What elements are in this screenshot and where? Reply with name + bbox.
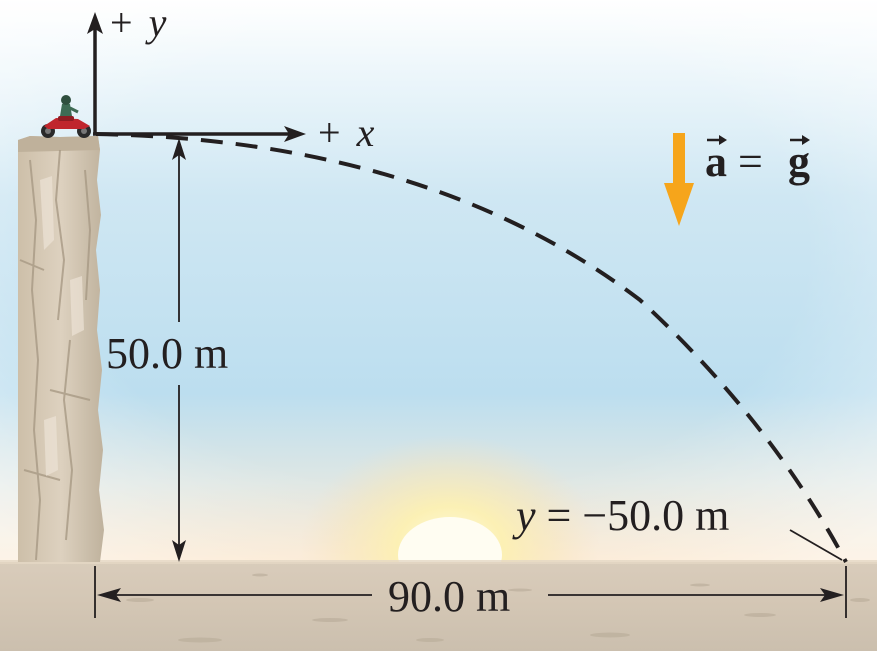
y-axis-label: + y (110, 0, 167, 45)
coordinate-axes (87, 12, 306, 142)
height-dimension (172, 138, 186, 562)
accel-vector-a: a (705, 137, 727, 186)
x-axis-arrowhead (284, 126, 306, 142)
motorcycle-rider-icon (41, 95, 91, 138)
landing-label: y = −50.0 m (512, 491, 729, 540)
x-axis-label: + x (318, 110, 375, 155)
accel-equals: = (738, 137, 763, 186)
ground (0, 560, 877, 651)
vector-arrow-icon (707, 135, 810, 145)
distance-dimension (94, 566, 847, 618)
acceleration-equation: a = g (705, 135, 810, 186)
distance-label: 90.0 m (388, 572, 510, 621)
height-label: 50.0 m (106, 329, 228, 378)
landing-leader-line (789, 529, 843, 561)
gravity-vector-g: g (788, 137, 810, 186)
cliff-rock-icon (18, 136, 104, 562)
trajectory-path (95, 132, 848, 563)
acceleration-arrow (664, 133, 694, 226)
y-axis-arrowhead (87, 12, 103, 34)
